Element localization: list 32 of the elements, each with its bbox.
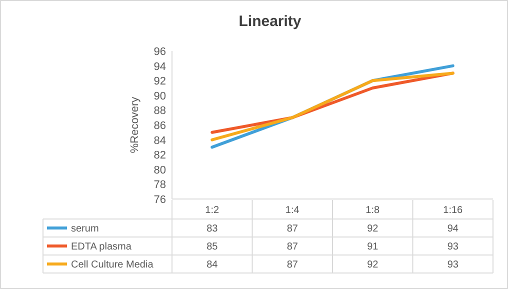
data-label: 91: [367, 242, 379, 252]
y-tick-label: 94: [154, 60, 166, 73]
data-label: 84: [206, 260, 218, 270]
data-label: 93: [447, 260, 459, 270]
data-label: 93: [447, 242, 459, 252]
y-tick-label: 84: [154, 134, 166, 147]
legend-label: serum: [71, 224, 99, 234]
x-tick-label: 1:16: [443, 205, 464, 216]
data-label: 92: [367, 260, 379, 270]
x-tick-label: 1:8: [366, 205, 380, 216]
y-tick-label: 82: [154, 150, 166, 162]
data-label: 83: [206, 224, 218, 234]
y-tick-label: 92: [154, 76, 166, 88]
y-tick-label: 78: [154, 179, 166, 192]
x-tick-label: 1:2: [205, 205, 220, 216]
data-label: 87: [286, 242, 298, 252]
y-tick-label: 96: [154, 46, 166, 58]
y-tick-label: 80: [154, 164, 166, 176]
data-label: 87: [286, 224, 298, 234]
y-tick-label: 88: [154, 105, 166, 118]
y-axis-title: %Recovery: [129, 96, 141, 154]
data-label: 87: [286, 260, 298, 270]
data-label: 85: [206, 242, 218, 252]
data-label: 92: [367, 224, 379, 234]
y-tick-label: 90: [154, 90, 166, 102]
chart-title: Linearity: [238, 13, 302, 30]
y-tick-label: 86: [154, 120, 166, 132]
data-label: 94: [447, 224, 459, 234]
x-tick-label: 1:4: [285, 205, 300, 216]
y-tick-label: 76: [154, 194, 166, 206]
legend-label: EDTA plasma: [71, 242, 132, 252]
legend-label: Cell Culture Media: [71, 260, 154, 270]
